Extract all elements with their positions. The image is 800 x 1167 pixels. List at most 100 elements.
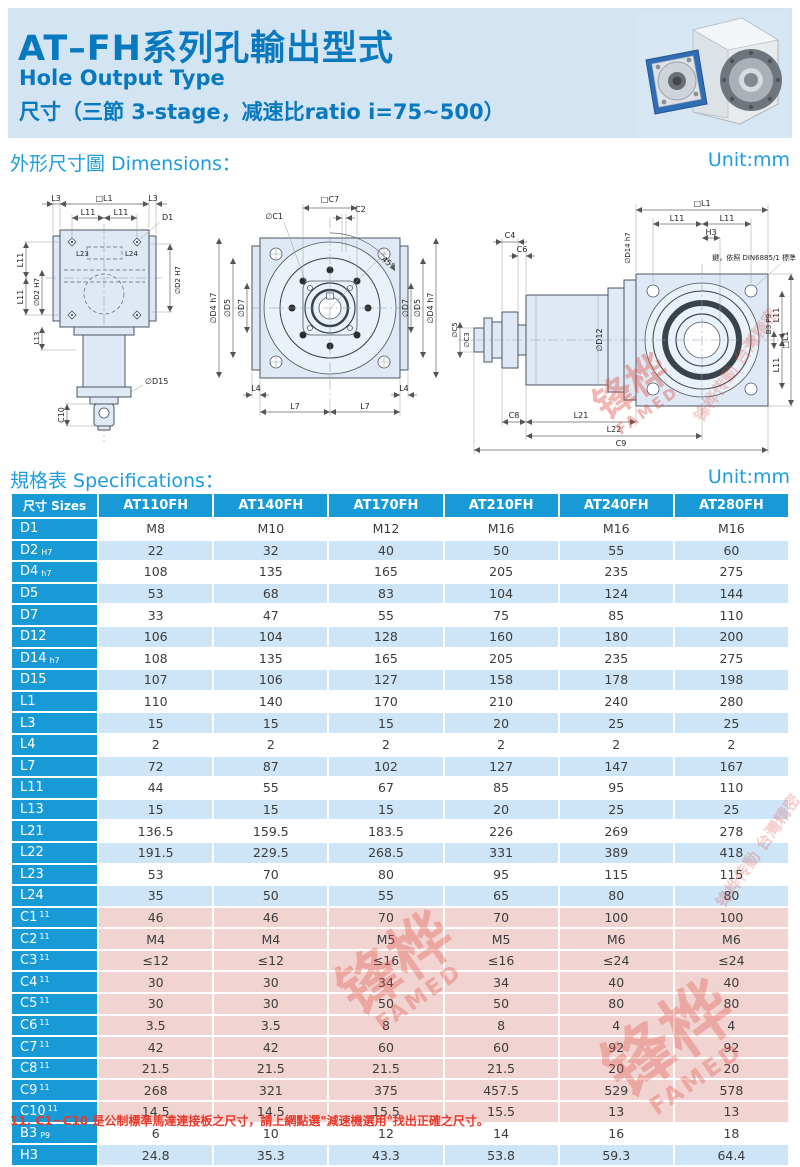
table-cell: 67 [329,778,443,798]
row-label: H3 [12,1145,98,1165]
table-row: C10 11 14.5 14.5 15.5 15.5 13 13 [12,1102,788,1122]
table-cell: ≤16 [329,950,443,971]
dimensions-section-heading: 外形尺寸圖 Dimensions： Unit:mm [10,149,790,176]
table-cell: 3.5 [99,1015,213,1036]
table-cell: 35 [99,886,213,906]
dim-label: C4 [505,231,516,240]
table-row: L3 15 15 15 20 25 25 [12,713,788,733]
table-row: C3 11 ≤12 ≤12 ≤16 ≤16 ≤24 ≤24 [12,950,788,971]
table-cell: M6 [559,929,673,949]
table-cell: M4 [214,929,328,949]
table-cell: 20 [674,1058,788,1079]
table-cell: M16 [559,519,673,539]
table-cell: 4 [674,1015,788,1036]
table-cell: 72 [99,756,213,777]
row-label: C1 11 [12,907,98,928]
row-label: C5 11 [12,994,98,1014]
table-cell: 457.5 [444,1080,558,1101]
table-cell: 46 [214,907,328,928]
table-cell: 50 [214,886,328,906]
table-cell: 3.5 [214,1015,328,1036]
table-cell: 140 [214,691,328,712]
table-cell: 21.5 [214,1058,328,1079]
table-cell: 205 [444,562,558,582]
table-cell: 2 [329,734,443,755]
table-row: D7 33 47 55 75 85 110 [12,605,788,625]
table-cell: 30 [214,972,328,993]
gearbox-body-side [458,264,784,416]
table-cell: 25 [674,713,788,733]
dim-label: ∅C3 [463,332,471,347]
row-label: C2 11 [12,929,98,949]
table-cell: 14.5 [214,1102,328,1122]
table-cell: 47 [214,605,328,625]
table-cell: 226 [444,821,558,841]
table-cell: 321 [214,1080,328,1101]
table-cell: M5 [444,929,558,949]
row-label: L23 [12,864,98,885]
table-cell: 331 [444,842,558,863]
table-cell: 165 [329,562,443,582]
dimension-drawing-top-view: L3 □L1 L3 L11 L11 D1 L23 L24 ∅D2 H7 L11 … [16,194,182,442]
dim-label: □C7 [321,195,339,204]
table-cell: 42 [214,1037,328,1057]
table-cell: 375 [329,1080,443,1101]
table-row: H3 24.8 35.3 43.3 53.8 59.3 64.4 [12,1145,788,1165]
dim-label: ∅D5 [223,299,232,317]
table-cell: 68 [214,583,328,604]
dim-label: L3 [51,194,61,203]
table-row: D12 106 104 128 160 180 200 [12,626,788,647]
table-cell: 50 [444,540,558,561]
table-cell: 46 [99,907,213,928]
row-label: L11 [12,778,98,798]
row-label: C3 11 [12,950,98,971]
row-label: L13 [12,799,98,820]
table-cell: 30 [99,994,213,1014]
table-cell: 35.3 [214,1145,328,1165]
table-cell: 135 [214,648,328,669]
table-cell: M16 [444,519,558,539]
table-cell: 85 [559,605,673,625]
dim-label: ∅D4 h7 [209,293,218,324]
table-cell: 70 [444,907,558,928]
table-cell: 64.4 [674,1145,788,1165]
row-label: D12 [12,626,98,647]
table-cell: 8 [329,1015,443,1036]
column-header: 尺寸 Sizes [12,494,98,517]
table-cell: ≤12 [99,950,213,971]
table-row: C6 11 3.5 3.5 8 8 4 4 [12,1015,788,1036]
table-cell: 115 [674,864,788,885]
table-row: C8 11 21.5 21.5 21.5 21.5 20 20 [12,1058,788,1079]
table-cell: ≤16 [444,950,558,971]
table-cell: 15 [329,713,443,733]
table-cell: 70 [214,864,328,885]
dim-label: C6 [517,245,528,254]
dim-label: L22 [607,425,622,434]
table-cell: 95 [559,778,673,798]
dimension-drawings: L3 □L1 L3 L11 L11 D1 L23 L24 ∅D2 H7 L11 … [0,190,800,466]
gearbox-body [691,17,782,125]
row-label: D7 [12,605,98,625]
table-cell: 268 [99,1080,213,1101]
dimension-lines [23,200,173,427]
table-cell: 136.5 [99,821,213,841]
table-cell: 578 [674,1080,788,1101]
table-cell: 40 [329,540,443,561]
row-label: L4 [12,734,98,755]
table-cell: 191.5 [99,842,213,863]
table-row: D4 h7 108 135 165 205 235 275 [12,562,788,582]
table-cell: 33 [99,605,213,625]
table-cell: 21.5 [99,1058,213,1079]
table-cell: 21.5 [329,1058,443,1079]
table-cell: 15 [214,713,328,733]
table-cell: 158 [444,670,558,690]
row-label: C4 11 [12,972,98,993]
table-cell: 278 [674,821,788,841]
table-cell: 110 [674,605,788,625]
table-cell: 16 [559,1123,673,1144]
table-cell: 106 [214,670,328,690]
row-label: C7 11 [12,1037,98,1057]
dim-label: B3 P9 [765,314,773,334]
table-row: C4 11 30 30 34 34 40 40 [12,972,788,993]
table-cell: 53 [99,864,213,885]
